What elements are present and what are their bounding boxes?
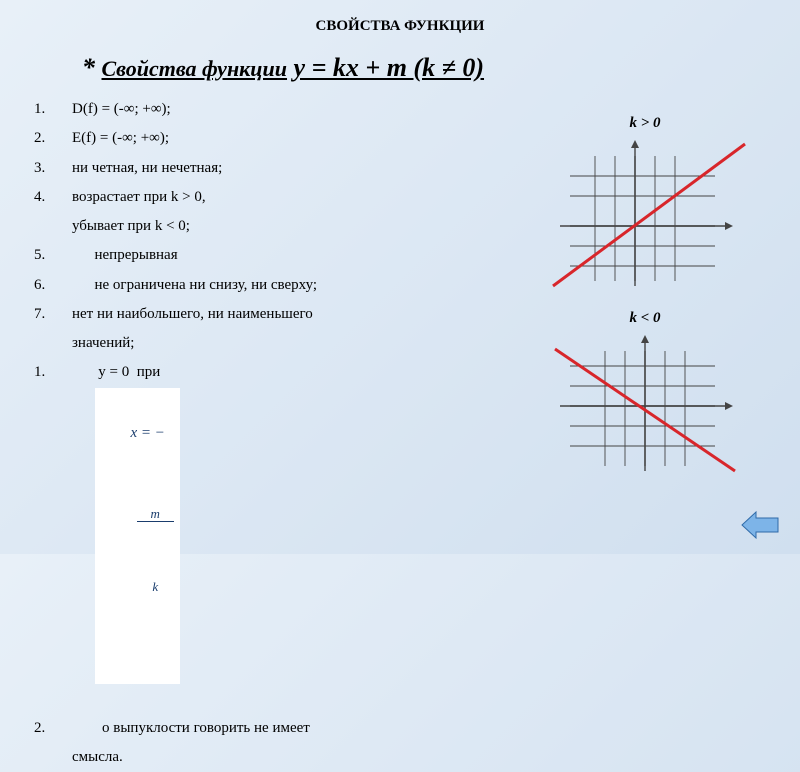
page-title: СВОЙСТВА ФУНКЦИИ (0, 0, 800, 35)
back-arrow-icon[interactable] (740, 510, 780, 540)
subtitle-formula: y = kx + m (k ≠ 0) (294, 53, 484, 82)
fraction: x = − m k (95, 388, 181, 685)
charts-area: k > 0 k < 0 (520, 115, 770, 495)
chart-negative-k: k < 0 (520, 310, 770, 481)
chart-label: k < 0 (520, 310, 770, 327)
chart-svg-2 (535, 331, 755, 481)
star-icon: * (82, 53, 102, 82)
subtitle: * Свойства функции y = kx + m (k ≠ 0) (0, 35, 800, 95)
list-item: 2. о выпуклости говорить не имеет (34, 714, 800, 743)
chart-positive-k: k > 0 (520, 115, 770, 296)
subtitle-prefix: Свойства функции (102, 56, 288, 81)
list-item: смысла. (34, 743, 800, 772)
chart-label: k > 0 (520, 115, 770, 132)
chart-svg-1 (535, 136, 755, 296)
